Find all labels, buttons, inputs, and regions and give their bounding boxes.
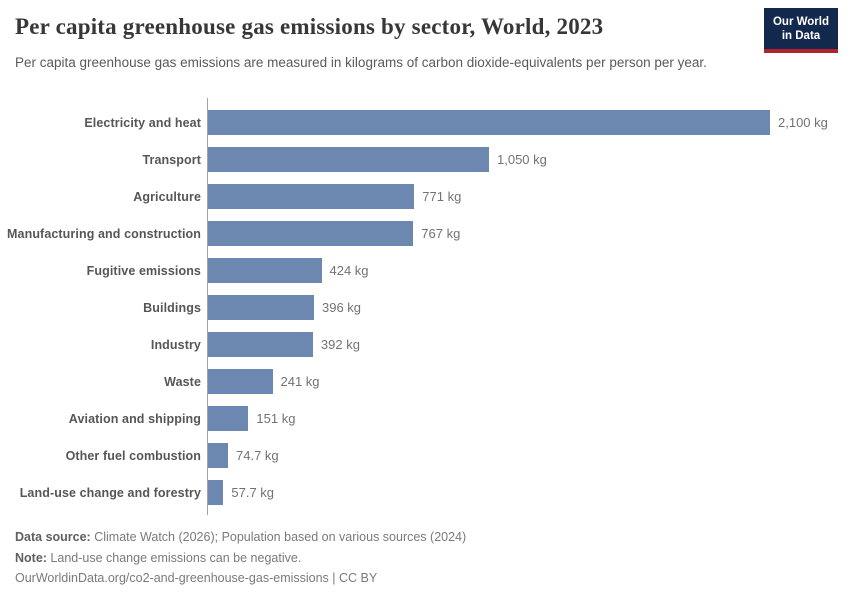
category-label: Manufacturing and construction: [7, 226, 201, 241]
y-axis-line: [207, 98, 208, 515]
chart-row: Other fuel combustion 74.7 kg: [0, 437, 850, 474]
owid-logo-line1: Our World: [772, 16, 829, 28]
bar-chart: Electricity and heat 2,100 kg Transport 1,0…: [0, 98, 850, 515]
bar[interactable]: [208, 332, 313, 357]
bar-value-label: 1,050 kg: [497, 152, 547, 167]
bar-value-label: 74.7 kg: [236, 448, 279, 463]
bar[interactable]: [208, 480, 224, 505]
category-label: Industry: [150, 337, 201, 352]
bar-value-label: 57.7 kg: [231, 485, 275, 500]
bar[interactable]: [208, 184, 415, 209]
bar-value-label: 771 kg: [422, 189, 462, 204]
chart-row: Waste 241 kg: [0, 363, 850, 400]
bar-value-label: 241 kg: [280, 374, 320, 389]
bar[interactable]: [208, 406, 249, 431]
data-source-line: Data source: Climate Watch (2026); Popul…: [15, 527, 466, 548]
bar[interactable]: [208, 147, 489, 172]
bar[interactable]: [208, 110, 770, 135]
note-label: Note:: [15, 550, 47, 565]
chart-row: Transport 1,050 kg: [0, 141, 850, 178]
category-label: Agriculture: [133, 189, 201, 204]
chart-row: Land-use change and forestry 57.7 kg: [0, 474, 850, 511]
chart-footer: Data source: Climate Watch (2026); Popul…: [15, 527, 466, 589]
category-label: Other fuel combustion: [65, 448, 201, 463]
bar-value-label: 392 kg: [320, 337, 360, 352]
category-label: Fugitive emissions: [86, 263, 201, 278]
data-source-text: Climate Watch (2026); Population based o…: [90, 530, 467, 544]
owid-logo-line2: in Data: [781, 30, 821, 42]
bar-value-label: 396 kg: [322, 300, 362, 315]
category-label: Waste: [164, 374, 201, 389]
chart-row: Aviation and shipping 151 kg: [0, 400, 850, 437]
bar[interactable]: [208, 258, 322, 283]
chart-row: Electricity and heat 2,100 kg: [0, 104, 850, 141]
chart-subtitle: Per capita greenhouse gas emissions are …: [15, 55, 707, 70]
bar-value-label: 767 kg: [421, 226, 461, 241]
chart-row: Fugitive emissions 424 kg: [0, 252, 850, 289]
bar-value-label: 424 kg: [329, 263, 369, 278]
chart-row: Industry 392 kg: [0, 326, 850, 363]
chart-row: Manufacturing and construction 767 kg: [0, 215, 850, 252]
note-text: Land-use change emissions can be negativ…: [46, 550, 302, 565]
bar[interactable]: [208, 221, 414, 246]
chart-row: Buildings 396 kg: [0, 289, 850, 326]
bar[interactable]: [208, 369, 273, 394]
category-label: Aviation and shipping: [68, 411, 201, 426]
bar[interactable]: [208, 443, 228, 468]
category-label: Land-use change and forestry: [19, 485, 201, 500]
bar-value-label: 151 kg: [256, 411, 296, 426]
category-label: Electricity and heat: [84, 115, 201, 130]
bar[interactable]: [208, 295, 314, 320]
note-line: Note: Land-use change emissions can be n…: [15, 548, 466, 569]
category-label: Transport: [142, 152, 201, 167]
bar-value-label: 2,100 kg: [778, 115, 828, 130]
data-source-label: Data source:: [15, 530, 91, 544]
chart-title: Per capita greenhouse gas emissions by s…: [15, 14, 604, 39]
chart-rows: Electricity and heat 2,100 kg Transport 1,0…: [0, 104, 850, 511]
chart-row: Agriculture 771 kg: [0, 178, 850, 215]
category-label: Buildings: [143, 300, 201, 315]
owid-logo[interactable]: Our World in Data: [764, 8, 838, 53]
citation-line: OurWorldinData.org/co2-and-greenhouse-ga…: [15, 571, 378, 585]
